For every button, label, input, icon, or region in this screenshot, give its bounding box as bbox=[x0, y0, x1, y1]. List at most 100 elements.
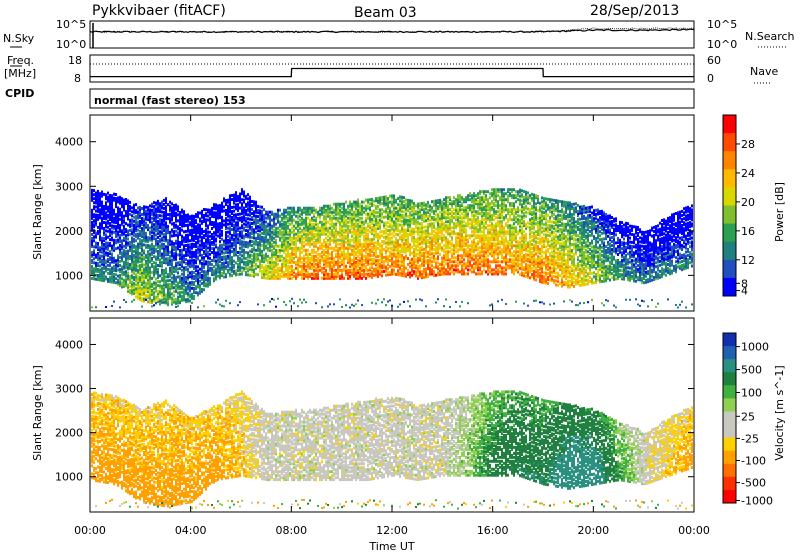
power-cell bbox=[231, 268, 233, 272]
power-cell bbox=[165, 231, 167, 235]
power-cell bbox=[121, 213, 123, 217]
power-cell bbox=[389, 242, 391, 246]
power-cell bbox=[395, 214, 397, 218]
power-cell bbox=[275, 268, 277, 272]
power-cell bbox=[367, 258, 369, 262]
power-cell bbox=[357, 224, 359, 228]
power-cell bbox=[171, 212, 173, 216]
power-cell bbox=[159, 250, 161, 254]
power-cell bbox=[115, 199, 117, 203]
power-cell bbox=[193, 252, 195, 256]
power-cell bbox=[253, 258, 255, 262]
power-cell bbox=[133, 203, 135, 207]
power-cell bbox=[333, 230, 335, 234]
power-cell bbox=[175, 233, 177, 237]
power-cell bbox=[137, 258, 139, 262]
power-cell bbox=[367, 248, 369, 252]
power-cell bbox=[417, 222, 419, 226]
power-cell bbox=[269, 256, 271, 260]
power-cell bbox=[193, 224, 195, 228]
power-cell bbox=[365, 258, 367, 262]
power-cell bbox=[387, 267, 389, 271]
power-cell bbox=[163, 228, 165, 232]
power-cell bbox=[149, 236, 151, 240]
power-cell bbox=[207, 250, 209, 254]
power-cell bbox=[165, 301, 167, 305]
power-cell bbox=[411, 263, 413, 267]
power-cell bbox=[373, 213, 375, 217]
power-cell bbox=[333, 202, 335, 206]
power-cell bbox=[97, 209, 99, 213]
power-cell bbox=[111, 214, 113, 218]
power-cell bbox=[409, 225, 411, 229]
power-cell bbox=[375, 231, 377, 235]
power-cell bbox=[163, 216, 165, 220]
power-cell bbox=[137, 236, 139, 240]
power-cell bbox=[295, 226, 297, 230]
power-cell bbox=[183, 224, 185, 228]
power-cell bbox=[213, 221, 215, 225]
power-cell bbox=[373, 227, 375, 231]
power-cell bbox=[261, 227, 263, 231]
power-cell bbox=[221, 243, 223, 247]
speckle-cell bbox=[151, 305, 153, 308]
power-cell bbox=[375, 217, 377, 221]
power-cell bbox=[109, 200, 111, 203]
power-cell bbox=[97, 199, 99, 203]
power-cell bbox=[213, 277, 215, 281]
power-cell bbox=[131, 282, 133, 286]
power-cell bbox=[139, 226, 141, 229]
power-cell bbox=[191, 242, 193, 246]
power-cell bbox=[313, 248, 315, 252]
power-cell bbox=[191, 292, 193, 296]
power-cell bbox=[95, 205, 97, 209]
power-cell bbox=[279, 222, 281, 226]
power-cell bbox=[389, 208, 391, 212]
power-cell bbox=[397, 211, 399, 215]
power-cell bbox=[279, 232, 281, 236]
power-cell bbox=[379, 208, 381, 212]
power-cell bbox=[273, 236, 275, 240]
power-cell bbox=[167, 291, 169, 295]
power-cell bbox=[245, 267, 247, 271]
power-cell bbox=[187, 259, 189, 263]
power-cell bbox=[355, 272, 357, 276]
power-cell bbox=[95, 199, 97, 203]
power-cell bbox=[121, 201, 123, 205]
power-cell bbox=[155, 287, 157, 291]
power-cell bbox=[123, 280, 125, 284]
power-cell bbox=[111, 216, 113, 220]
power-cell bbox=[295, 232, 297, 236]
power-cell bbox=[251, 270, 253, 274]
power-cell bbox=[323, 256, 325, 260]
power-cell bbox=[271, 266, 273, 270]
power-cell bbox=[143, 207, 145, 211]
power-cell bbox=[349, 204, 351, 208]
power-cell bbox=[157, 296, 159, 299]
power-cell bbox=[267, 258, 269, 262]
power-cell bbox=[303, 266, 305, 270]
power-cell bbox=[375, 199, 377, 203]
power-cell bbox=[341, 274, 343, 278]
power-cell bbox=[365, 216, 367, 220]
power-cell bbox=[97, 252, 99, 255]
power-cell bbox=[157, 284, 159, 287]
power-cell bbox=[415, 266, 417, 270]
power-cell bbox=[371, 197, 373, 201]
power-cell bbox=[269, 270, 271, 274]
power-cell bbox=[147, 288, 149, 292]
power-cell bbox=[365, 246, 367, 250]
power-cell bbox=[93, 257, 95, 261]
power-cell bbox=[235, 193, 237, 197]
power-cell bbox=[339, 224, 341, 228]
power-cell bbox=[213, 253, 215, 257]
power-cell bbox=[199, 239, 201, 243]
power-cell bbox=[145, 283, 147, 287]
power-cell bbox=[181, 228, 183, 232]
power-cell bbox=[95, 277, 97, 281]
power-cell bbox=[375, 247, 377, 251]
power-cell bbox=[101, 250, 103, 254]
power-cell bbox=[341, 220, 343, 224]
power-cell bbox=[335, 248, 337, 252]
power-cell bbox=[287, 250, 289, 254]
